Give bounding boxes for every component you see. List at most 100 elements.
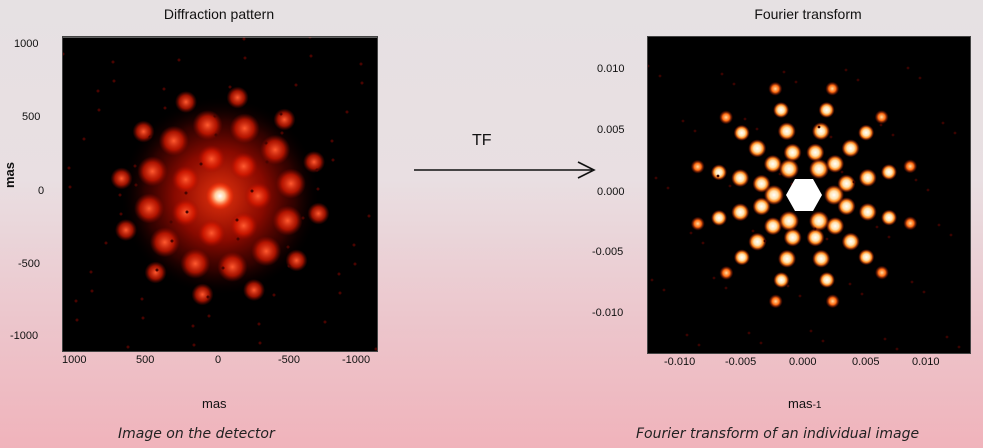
noise-dot (794, 80, 798, 84)
right-arrow-icon (414, 161, 596, 179)
fourier-spot (768, 294, 783, 309)
fourier-spot (874, 110, 889, 125)
noise-dot (658, 74, 662, 78)
noise-dot (191, 324, 195, 328)
noise-dot (941, 121, 945, 125)
noise-dot (214, 133, 218, 137)
right-ytick-m0010: -0.010 (592, 307, 624, 319)
noise-dot (728, 184, 732, 188)
noise-dot (743, 117, 747, 121)
fourier-spot (733, 124, 750, 141)
noise-dot (786, 284, 790, 288)
noise-dot (97, 108, 101, 112)
fourier-spot (777, 122, 796, 141)
noise-dot (654, 176, 658, 180)
noise-dot (345, 110, 349, 114)
diffraction-speckle (229, 113, 260, 144)
noise-dot (257, 322, 261, 326)
noise-dot (953, 131, 957, 135)
diffraction-speckle (244, 182, 272, 210)
diffraction-speckle (260, 134, 291, 165)
diffraction-speckle (251, 236, 282, 267)
fourier-spot (841, 232, 860, 251)
diffraction-speckle (114, 219, 137, 242)
fourier-spot (809, 210, 829, 231)
noise-dot (119, 212, 123, 216)
noise-dot (821, 339, 825, 343)
fourier-spot (858, 124, 875, 141)
noise-dot (945, 335, 949, 339)
right-xtick-m0010: -0.010 (664, 356, 696, 368)
noise-dot (89, 270, 93, 274)
noise-dot (891, 133, 895, 137)
diffraction-svg (63, 37, 377, 351)
fourier-spot (690, 216, 705, 231)
noise-dot (112, 79, 116, 83)
noise-dot (681, 119, 685, 123)
right-caption: Fourier transform of an individual image (636, 426, 920, 442)
fourier-spot (824, 185, 844, 205)
left-ytick-m1000: -1000 (10, 330, 39, 342)
fourier-spot (731, 203, 750, 222)
noise-dot (844, 68, 848, 72)
fourier-spot (763, 154, 782, 173)
fourier-spot (779, 159, 799, 180)
left-plot-title: Diffraction pattern (163, 6, 275, 22)
noise-dot (817, 125, 821, 129)
fourier-spot (778, 249, 797, 268)
noise-dot (732, 82, 736, 86)
right-xlabel-exponent: -1 (812, 400, 822, 411)
diffraction-speckle (217, 251, 248, 282)
noise-dot (221, 266, 225, 270)
diffraction-speckle (134, 193, 165, 224)
fourier-spot (825, 81, 840, 96)
noise-dot (96, 89, 100, 93)
fourier-spot (710, 164, 727, 181)
left-xtick-0: 0 (215, 354, 222, 366)
right-xtick-0000: 0.000 (789, 356, 817, 368)
noise-dot (206, 295, 210, 299)
left-ytick-1000: 1000 (14, 38, 39, 50)
noise-dot (309, 54, 313, 58)
noise-dot (280, 131, 284, 135)
diffraction-speckle (137, 156, 168, 187)
fourier-spot (811, 122, 830, 141)
noise-dot (860, 292, 864, 296)
noise-dot (895, 347, 899, 351)
noise-dot (192, 343, 196, 347)
noise-dot (353, 262, 357, 266)
noise-dot (875, 225, 879, 229)
noise-dot (918, 76, 922, 80)
noise-dot (701, 241, 705, 245)
diffraction-speckle (191, 283, 214, 306)
noise-dot (693, 129, 697, 133)
noise-dot (104, 241, 108, 245)
noise-dot (316, 187, 320, 191)
diffraction-speckle (197, 219, 226, 248)
fourier-spot (731, 169, 750, 188)
right-xtick-0005: 0.005 (852, 356, 880, 368)
noise-dot (957, 345, 961, 349)
noise-dot (111, 60, 115, 64)
noise-dot (213, 114, 217, 118)
fourier-spot (783, 228, 802, 247)
noise-dot (235, 218, 239, 222)
diffraction-speckle (229, 152, 258, 181)
noise-dot (184, 191, 188, 195)
noise-dot (829, 135, 833, 139)
fourier-image (647, 36, 971, 354)
right-plot-title: Fourier transform (754, 6, 862, 22)
noise-dot (751, 229, 755, 233)
fourier-spot (748, 232, 767, 251)
fourier-spot (812, 249, 831, 268)
noise-dot (648, 64, 650, 68)
noise-dot (887, 235, 891, 239)
noise-dot (265, 160, 269, 164)
noise-dot (75, 318, 79, 322)
diffraction-speckle (229, 211, 258, 240)
noise-dot (177, 58, 181, 62)
noise-dot (287, 264, 291, 268)
diffraction-speckle (226, 86, 249, 109)
fourier-spot (903, 216, 918, 231)
noise-dot (279, 112, 283, 116)
